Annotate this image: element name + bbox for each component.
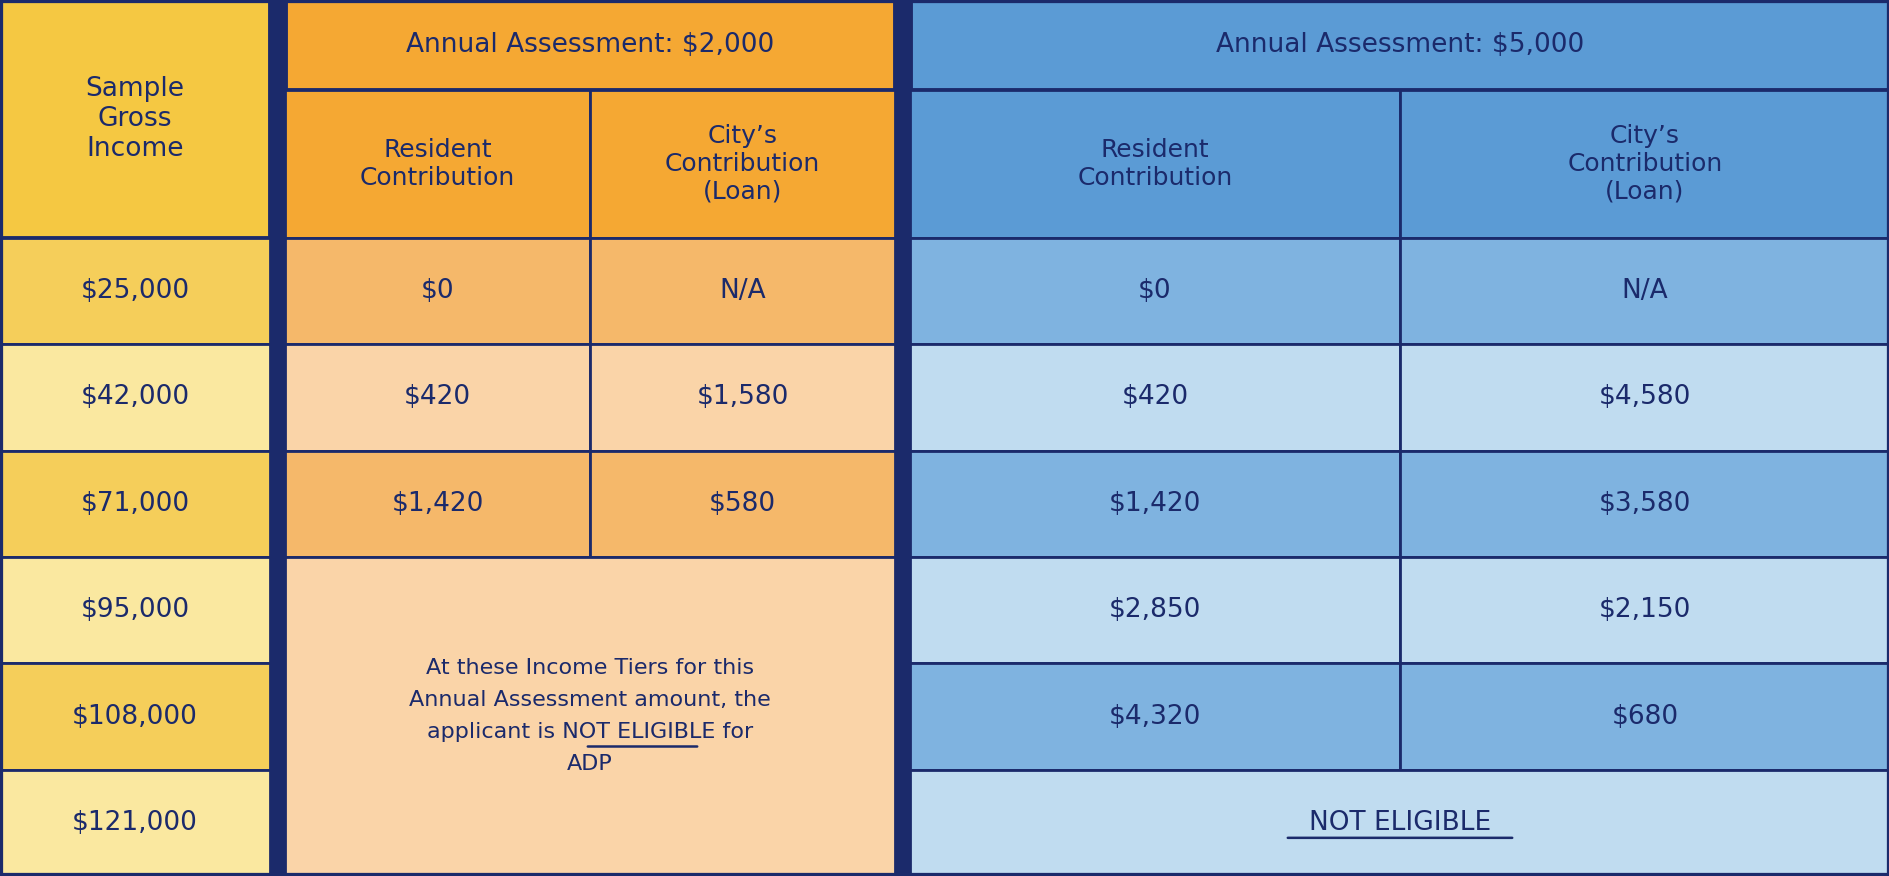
Text: Resident
Contribution: Resident Contribution	[359, 138, 516, 190]
Text: $121,000: $121,000	[72, 809, 198, 836]
Text: N/A: N/A	[720, 279, 765, 304]
Text: $0: $0	[1137, 279, 1171, 304]
Bar	[909, 663, 1400, 770]
Text: $4,580: $4,580	[1598, 385, 1691, 411]
Text: $4,320: $4,320	[1109, 703, 1201, 730]
Bar	[909, 557, 1400, 663]
Text: $580: $580	[708, 491, 776, 517]
Bar	[285, 238, 589, 344]
Bar	[589, 344, 895, 450]
Bar	[909, 344, 1400, 450]
Bar	[589, 90, 895, 238]
Text: $420: $420	[1120, 385, 1188, 411]
Text: At these Income Tiers for this: At these Income Tiers for this	[425, 659, 754, 679]
Text: Annual Assessment: $5,000: Annual Assessment: $5,000	[1215, 32, 1583, 58]
Bar	[895, 0, 909, 876]
Bar	[285, 557, 895, 876]
Bar	[1400, 450, 1889, 557]
Bar	[909, 238, 1400, 344]
Bar	[0, 770, 270, 876]
Bar	[909, 770, 1889, 876]
Text: $2,150: $2,150	[1598, 597, 1691, 623]
Bar	[909, 450, 1400, 557]
Text: Resident
Contribution: Resident Contribution	[1077, 138, 1232, 190]
Text: $3,580: $3,580	[1598, 491, 1691, 517]
Bar	[285, 90, 589, 238]
Text: ADP: ADP	[567, 754, 612, 774]
Text: $2,850: $2,850	[1109, 597, 1201, 623]
Bar	[270, 0, 285, 876]
Text: $42,000: $42,000	[81, 385, 189, 411]
Bar	[0, 663, 270, 770]
Text: $1,420: $1,420	[1109, 491, 1201, 517]
Bar	[1400, 90, 1889, 238]
Text: $25,000: $25,000	[81, 279, 189, 304]
Text: $108,000: $108,000	[72, 703, 198, 730]
Text: $680: $680	[1611, 703, 1677, 730]
Text: $71,000: $71,000	[81, 491, 189, 517]
Bar	[1400, 238, 1889, 344]
Text: $0: $0	[421, 279, 453, 304]
Bar	[285, 0, 895, 90]
Text: $420: $420	[404, 385, 470, 411]
Text: NOT ELIGIBLE: NOT ELIGIBLE	[1309, 809, 1490, 836]
Bar	[589, 450, 895, 557]
Bar	[1400, 344, 1889, 450]
Bar	[0, 557, 270, 663]
Text: Annual Assessment amount, the: Annual Assessment amount, the	[408, 690, 771, 710]
Text: applicant is NOT ELIGIBLE for: applicant is NOT ELIGIBLE for	[427, 723, 752, 743]
Bar	[270, 0, 285, 876]
Bar	[589, 238, 895, 344]
Bar	[285, 450, 589, 557]
Text: Annual Assessment: $2,000: Annual Assessment: $2,000	[406, 32, 774, 58]
Text: N/A: N/A	[1621, 279, 1668, 304]
Bar	[0, 238, 270, 344]
Bar	[1400, 557, 1889, 663]
Bar	[0, 450, 270, 557]
Text: City’s
Contribution
(Loan): City’s Contribution (Loan)	[1566, 124, 1721, 204]
Bar	[0, 0, 270, 238]
Bar	[285, 344, 589, 450]
Bar	[909, 90, 1400, 238]
Bar	[1400, 663, 1889, 770]
Bar	[909, 0, 1889, 90]
Text: $1,580: $1,580	[695, 385, 788, 411]
Bar	[895, 0, 909, 876]
Text: Sample
Gross
Income: Sample Gross Income	[85, 76, 185, 162]
Text: City’s
Contribution
(Loan): City’s Contribution (Loan)	[665, 124, 820, 204]
Bar	[0, 344, 270, 450]
Text: $95,000: $95,000	[81, 597, 189, 623]
Text: $1,420: $1,420	[391, 491, 484, 517]
